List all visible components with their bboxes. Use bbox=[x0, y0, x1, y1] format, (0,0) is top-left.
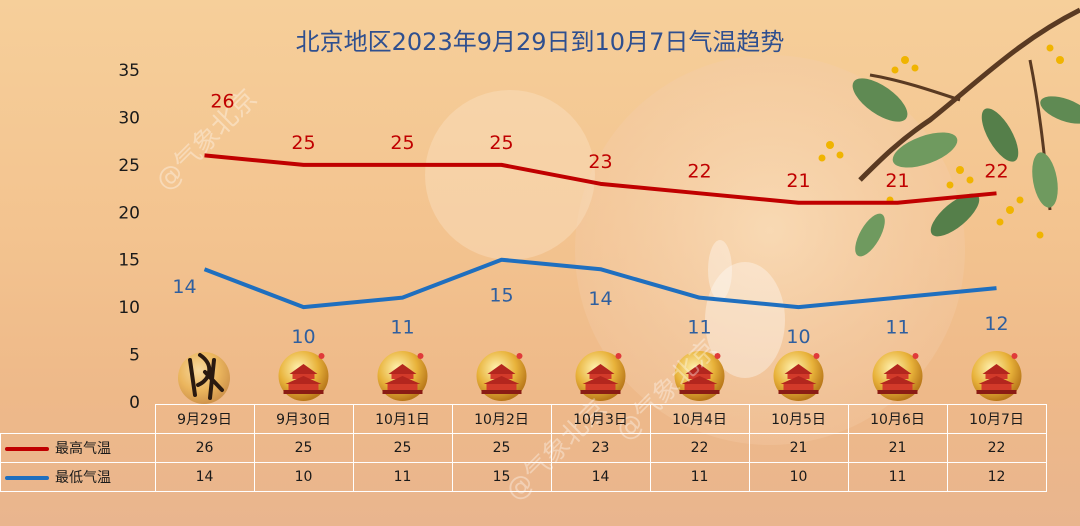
data-table: 9月29日 9月30日 10月1日 10月2日 10月3日 10月4日 10月5… bbox=[0, 404, 1047, 492]
y-tick-label: 10 bbox=[118, 298, 140, 318]
low-temp-data-label: 15 bbox=[489, 285, 513, 307]
temple-ornament-icon bbox=[872, 351, 923, 401]
low-temp-data-label: 11 bbox=[687, 317, 711, 339]
legend-low-swatch bbox=[5, 476, 49, 480]
high-temp-data-label: 25 bbox=[489, 132, 513, 154]
data-labels: 26 25 25 25 23 22 21 21 22 14 10 11 15 14 11 10 11 12 bbox=[172, 90, 1008, 348]
osmanthus-branch-decoration bbox=[818, 7, 1080, 257]
table-cell-high: 22 bbox=[649, 433, 750, 463]
low-temp-data-label: 14 bbox=[588, 288, 612, 310]
table-cell-low: 14 bbox=[550, 462, 651, 492]
y-tick-label: 35 bbox=[118, 61, 140, 81]
table-cell-low: 10 bbox=[748, 462, 849, 492]
table-corner-cell bbox=[0, 404, 156, 434]
chart-title: 北京地区2023年9月29日到10月7日气温趋势 bbox=[295, 28, 785, 56]
table-category-cell: 10月6日 bbox=[847, 404, 948, 434]
temple-ornament-icon bbox=[971, 351, 1022, 401]
rabbit-ear-decoration bbox=[708, 240, 732, 300]
table-row-low: 最低气温 14 10 11 15 14 11 10 11 12 bbox=[0, 462, 1047, 492]
temple-ornament-icon bbox=[773, 351, 824, 401]
table-cell-low: 11 bbox=[649, 462, 750, 492]
low-temp-data-label: 12 bbox=[984, 313, 1008, 335]
y-tick-label: 0 bbox=[129, 393, 140, 413]
high-temp-data-label: 25 bbox=[390, 132, 414, 154]
temple-ornaments bbox=[278, 351, 1022, 401]
temple-ornament-icon bbox=[674, 351, 725, 401]
legend-high: 最高气温 bbox=[0, 433, 156, 463]
high-temp-data-label: 23 bbox=[588, 151, 612, 173]
table-cell-high: 21 bbox=[847, 433, 948, 463]
legend-high-label: 最高气温 bbox=[55, 441, 111, 457]
temple-ornament-icon bbox=[575, 351, 626, 401]
table-cell-high: 23 bbox=[550, 433, 651, 463]
high-temp-data-label: 21 bbox=[786, 170, 810, 192]
series-lines bbox=[203, 153, 997, 310]
table-category-cell: 10月2日 bbox=[451, 404, 552, 434]
y-axis: 0 5 10 15 20 25 30 35 bbox=[118, 61, 140, 413]
table-category-cell: 10月3日 bbox=[550, 404, 651, 434]
table-category-cell: 10月4日 bbox=[649, 404, 750, 434]
high-temp-data-label: 21 bbox=[885, 170, 909, 192]
y-tick-label: 20 bbox=[118, 203, 140, 223]
low-temp-data-label: 14 bbox=[172, 276, 196, 298]
high-temp-data-label: 25 bbox=[291, 132, 315, 154]
table-category-cell: 10月7日 bbox=[946, 404, 1047, 434]
low-temp-data-label: 10 bbox=[291, 326, 315, 348]
table-category-cell: 9月30日 bbox=[253, 404, 354, 434]
table-cell-high: 25 bbox=[451, 433, 552, 463]
high-temp-data-label: 26 bbox=[210, 90, 234, 112]
mid-autumn-calligraphy-decoration bbox=[178, 352, 230, 404]
legend-low-label: 最低气温 bbox=[55, 470, 111, 486]
legend-high-swatch bbox=[5, 447, 49, 451]
table-cell-high: 21 bbox=[748, 433, 849, 463]
table-cell-low: 11 bbox=[847, 462, 948, 492]
legend-low: 最低气温 bbox=[0, 462, 156, 492]
low-temp-data-label: 11 bbox=[885, 317, 909, 339]
small-moon-decoration bbox=[425, 90, 595, 260]
table-category-cell: 10月5日 bbox=[748, 404, 849, 434]
table-cell-low: 12 bbox=[946, 462, 1047, 492]
table-cell-low: 11 bbox=[352, 462, 453, 492]
low-temp-data-label: 11 bbox=[390, 317, 414, 339]
rabbit-decoration bbox=[705, 262, 785, 378]
high-temp-data-label: 22 bbox=[984, 160, 1008, 182]
y-tick-label: 30 bbox=[118, 108, 140, 128]
moon-decoration bbox=[575, 55, 965, 445]
temple-ornament-icon bbox=[278, 351, 329, 401]
table-cell-high: 26 bbox=[154, 433, 255, 463]
y-tick-label: 5 bbox=[129, 346, 140, 366]
table-category-cell: 9月29日 bbox=[154, 404, 255, 434]
table-category-cell: 10月1日 bbox=[352, 404, 453, 434]
temple-ornament-icon bbox=[476, 351, 527, 401]
table-row-high: 最高气温 26 25 25 25 23 22 21 21 22 bbox=[0, 433, 1047, 463]
low-temp-data-label: 10 bbox=[786, 326, 810, 348]
table-header-row: 9月29日 9月30日 10月1日 10月2日 10月3日 10月4日 10月5… bbox=[0, 404, 1047, 434]
temple-ornament-icon bbox=[377, 351, 428, 401]
y-tick-label: 15 bbox=[118, 251, 140, 271]
high-temp-data-label: 22 bbox=[687, 160, 711, 182]
table-cell-high: 25 bbox=[352, 433, 453, 463]
table-cell-low: 10 bbox=[253, 462, 354, 492]
table-cell-high: 25 bbox=[253, 433, 354, 463]
y-tick-label: 25 bbox=[118, 156, 140, 176]
table-cell-low: 14 bbox=[154, 462, 255, 492]
table-cell-high: 22 bbox=[946, 433, 1047, 463]
table-cell-low: 15 bbox=[451, 462, 552, 492]
